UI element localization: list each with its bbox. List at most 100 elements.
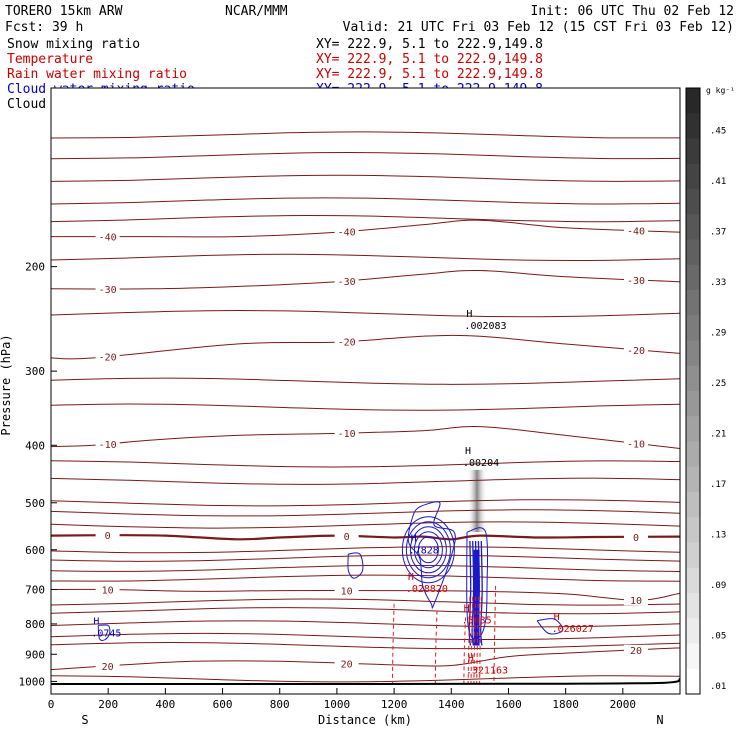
cloud-water-ring	[417, 536, 439, 564]
colorbar-cell	[686, 264, 700, 291]
colorbar-cell	[686, 643, 700, 670]
isotherm-line	[50, 197, 681, 205]
colorbar-cell	[686, 517, 700, 543]
colorbar-cell	[686, 391, 700, 417]
isotherm-label-bg	[95, 530, 120, 541]
field-xy: XY= 222.9, 5.1 to 222.9,149.8	[316, 37, 543, 52]
isotherm-label: 0	[633, 533, 639, 544]
isotherm-line	[50, 403, 681, 411]
colorbar-cell	[686, 668, 700, 695]
x-tick-label: 600	[213, 698, 233, 711]
colorbar-cell	[686, 593, 700, 619]
isotherm-line	[50, 499, 681, 507]
isotherm-label: -20	[99, 353, 117, 364]
isotherm-label-bg	[334, 658, 359, 669]
colorbar-unit: g kg⁻¹	[706, 86, 735, 95]
isotherm-label-bg	[334, 585, 359, 596]
colorbar-label: .45	[710, 126, 726, 136]
y-tick-label: 900	[25, 648, 45, 661]
isotherm-label-bg	[334, 336, 359, 347]
colorbar-label: .05	[710, 631, 726, 641]
isotherm-line	[50, 477, 681, 485]
isotherm-line	[50, 174, 681, 182]
rain-max-value: .026027	[552, 624, 594, 635]
north-label: N	[656, 713, 663, 727]
colorbar-label: .21	[710, 429, 726, 439]
isotherm-label-bg	[334, 275, 359, 286]
rain-max-h: H	[468, 653, 474, 664]
rain-max-h: H	[464, 604, 470, 615]
ground-line	[50, 677, 681, 686]
center-title: NCAR/MMM	[225, 4, 288, 19]
colorbar-cell	[686, 88, 700, 114]
isotherm-line	[50, 219, 681, 238]
isotherm-label: 20	[341, 659, 353, 670]
colorbar-label: .37	[710, 227, 726, 237]
isotherm-line	[50, 675, 681, 683]
colorbar-cell	[686, 542, 700, 569]
rain-water-contour	[434, 610, 438, 685]
isotherm-label: 20	[102, 662, 114, 673]
y-tick-label: 600	[25, 544, 45, 557]
isotherm-line	[50, 620, 681, 628]
field-name: Rain water mixing ratio	[7, 67, 187, 82]
axes: 0 200 400 600 800 1000 1200 1400 1600 1800 2000200…	[19, 261, 637, 711]
south-label: S	[81, 713, 88, 727]
isotherm-line	[50, 460, 681, 468]
colorbar-cell	[686, 315, 700, 341]
isotherm-line	[50, 554, 681, 562]
isotherm-line	[50, 521, 681, 529]
isotherm-line	[50, 253, 681, 261]
x-tick-label: 800	[270, 698, 290, 711]
isotherm-line	[50, 632, 681, 641]
field-xy: XY= 222.9, 5.1 to 222.9,149.8	[316, 52, 543, 67]
field-name: Temperature	[7, 52, 93, 67]
rain-max-value: .321163	[466, 665, 508, 676]
colorbar-cell	[686, 113, 700, 139]
rain-water-contour	[391, 603, 395, 685]
rain-water-contour	[493, 585, 497, 685]
snow-max-h: H	[466, 309, 472, 320]
colorbar-cell	[686, 416, 700, 442]
isotherm-line	[50, 269, 681, 290]
isotherm-label: 0	[105, 531, 111, 542]
cloud-water-ring	[413, 531, 443, 569]
x-tick-label: 1200	[381, 698, 408, 711]
isotherm-label: -40	[99, 233, 117, 244]
isotherm-label: 10	[630, 596, 642, 607]
isotherm-line	[50, 647, 681, 671]
isotherm-label-bg	[623, 531, 648, 542]
isotherm-label-bg	[95, 351, 120, 362]
snow-max-h: H	[465, 446, 471, 457]
x-tick-label: 1800	[552, 698, 579, 711]
isotherm-line	[50, 377, 681, 385]
isotherm-label: 10	[341, 587, 353, 598]
rain-max-h: H	[554, 612, 560, 623]
isotherm-line	[50, 564, 681, 572]
isotherm-label: -20	[338, 337, 356, 348]
rain-water-contour	[479, 596, 482, 685]
cloud-max-value: .0745	[91, 629, 121, 640]
cloud-water-column	[480, 540, 483, 646]
rain-water-contour	[473, 596, 477, 685]
cloud-water-ring	[409, 526, 447, 574]
model-title: TORERO 15km ARW	[5, 4, 123, 19]
colorbar-label: .33	[710, 278, 726, 288]
cloud-water-contour	[97, 624, 111, 641]
isotherm-label: 10	[102, 586, 114, 597]
isotherm-line	[50, 534, 681, 541]
x-tick-label: 0	[48, 698, 55, 711]
isotherm-line	[50, 509, 681, 517]
isotherm-label: 20	[630, 646, 642, 657]
isotherm-label-bg	[623, 644, 648, 655]
isotherm-line	[50, 546, 681, 554]
isotherm-label: -10	[627, 440, 645, 451]
colorbar-label: .13	[710, 530, 726, 540]
isotherm-label: -10	[99, 440, 117, 451]
isotherm-label-bg	[623, 438, 648, 449]
y-tick-label: 400	[25, 439, 45, 452]
plot-frame	[50, 87, 681, 695]
isotherm-line	[50, 574, 681, 582]
isotherm-label: 0	[344, 532, 350, 543]
isotherm-label-bg	[623, 274, 648, 285]
